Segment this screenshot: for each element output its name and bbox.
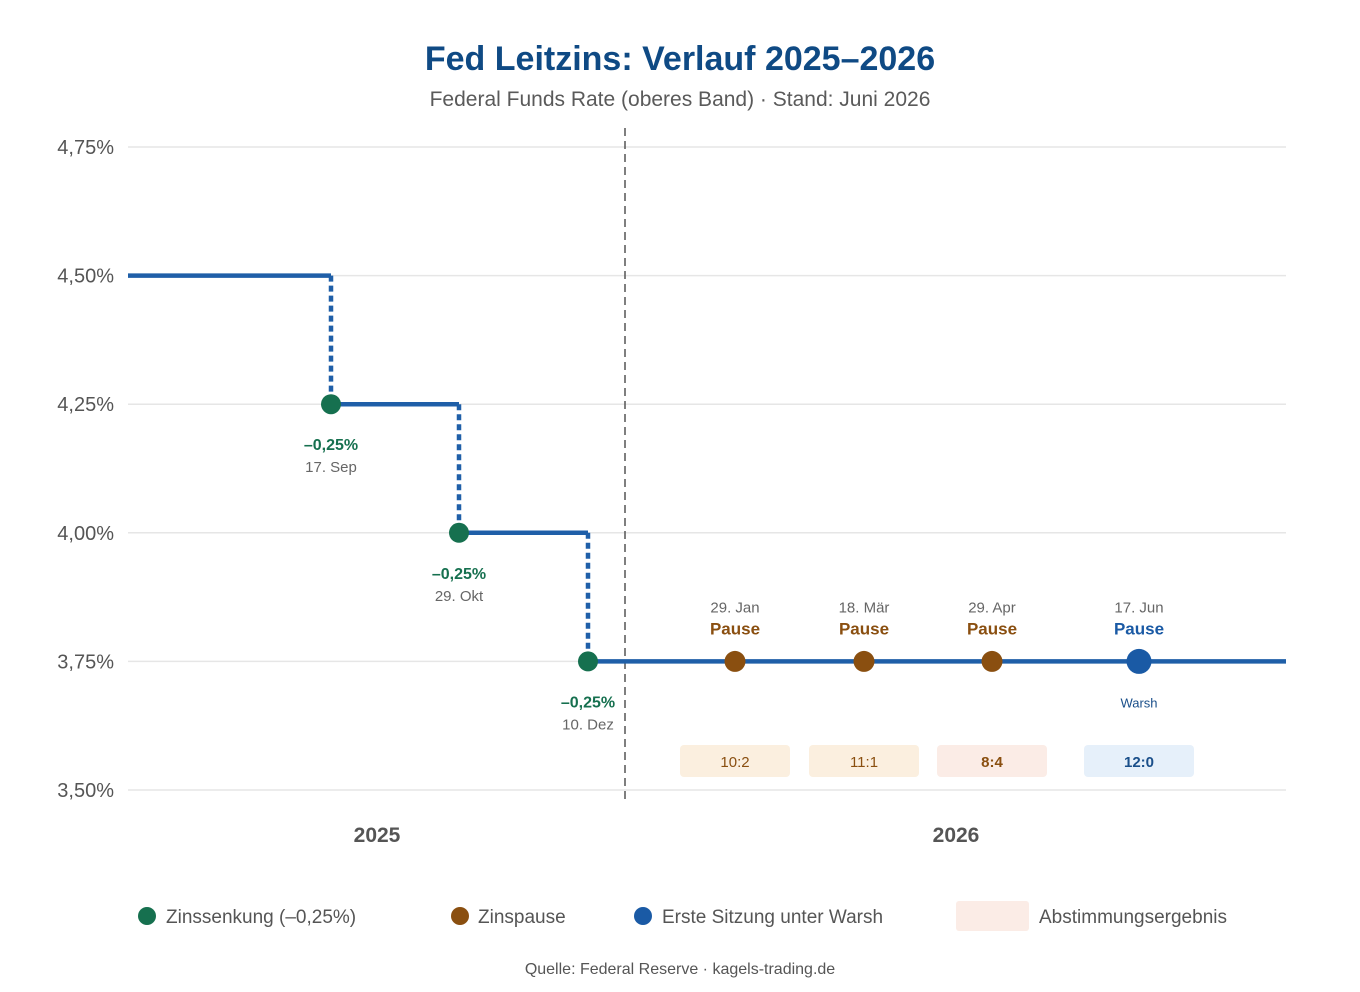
vote-result-label: 8:4 bbox=[981, 754, 1003, 771]
pause-status-label: Pause bbox=[967, 619, 1017, 638]
rate-line bbox=[128, 273, 1286, 664]
vote-box bbox=[1084, 745, 1194, 777]
cut-change-label: –0,25% bbox=[561, 694, 615, 711]
legend: Zinssenkung (–0,25%) Zinspause Erste Sitzu… bbox=[138, 901, 1227, 931]
warsh-marker bbox=[1126, 648, 1152, 674]
cut-marker bbox=[449, 522, 469, 543]
legend-label: Zinssenkung (–0,25%) bbox=[166, 907, 356, 928]
legend-label: Erste Sitzung unter Warsh bbox=[662, 907, 883, 928]
legend-label: Zinspause bbox=[478, 907, 566, 928]
vote-result-label: 11:1 bbox=[850, 754, 878, 771]
grid-layer bbox=[128, 146, 1286, 791]
meeting-date-label: 29. Jan bbox=[710, 599, 759, 616]
warsh-note-label: Warsh bbox=[1120, 695, 1157, 710]
vote-box bbox=[680, 745, 790, 777]
cut-date-label: 10. Dez bbox=[562, 716, 614, 733]
meeting-date-label: 29. Apr bbox=[968, 599, 1016, 616]
pause-status-label: Pause bbox=[839, 619, 889, 638]
vote-boxes: 10:2 11:1 8:4 12:0 bbox=[680, 745, 1194, 777]
year-label-2026: 2026 bbox=[933, 824, 980, 847]
legend-vote-swatch bbox=[956, 901, 1029, 931]
legend-warsh-swatch bbox=[634, 907, 652, 925]
cut-marker bbox=[321, 394, 341, 415]
pause-marker bbox=[853, 650, 875, 672]
cut-change-label: –0,25% bbox=[304, 437, 358, 454]
event-labels: –0,25% 17. Sep –0,25% 29. Okt –0,25% 10. Dez 2… bbox=[304, 437, 1164, 733]
source-note: Quelle: Federal Reserve · kagels-trading… bbox=[525, 961, 835, 978]
vote-box bbox=[809, 745, 919, 777]
pause-marker bbox=[724, 650, 746, 672]
vote-box bbox=[937, 745, 1047, 777]
cut-date-label: 29. Okt bbox=[435, 588, 484, 605]
legend-label: Abstimmungsergebnis bbox=[1039, 907, 1227, 928]
meeting-date-label: 18. Mär bbox=[839, 599, 890, 616]
cut-change-label: –0,25% bbox=[432, 566, 486, 583]
y-tick-label: 4,50% bbox=[57, 266, 114, 288]
cut-marker bbox=[578, 651, 598, 672]
pause-status-label: Pause bbox=[1114, 619, 1164, 638]
year-label-2025: 2025 bbox=[354, 824, 401, 847]
event-markers bbox=[321, 394, 1152, 674]
y-tick-label: 4,75% bbox=[57, 137, 114, 159]
pause-status-label: Pause bbox=[710, 619, 760, 638]
y-tick-label: 3,50% bbox=[57, 780, 114, 802]
y-tick-label: 4,00% bbox=[57, 523, 114, 545]
vote-result-label: 10:2 bbox=[720, 754, 749, 771]
legend-pause-swatch bbox=[451, 907, 469, 925]
y-tick-label: 4,25% bbox=[57, 394, 114, 416]
cut-date-label: 17. Sep bbox=[305, 459, 357, 476]
legend-cut-swatch bbox=[138, 907, 156, 925]
meeting-date-label: 17. Jun bbox=[1114, 599, 1163, 616]
vote-result-label: 12:0 bbox=[1124, 754, 1154, 771]
y-tick-label: 3,75% bbox=[57, 651, 114, 673]
chart-subtitle: Federal Funds Rate (oberes Band) · Stand… bbox=[430, 88, 931, 111]
pause-marker bbox=[981, 650, 1003, 672]
chart-title: Fed Leitzins: Verlauf 2025–2026 bbox=[425, 40, 935, 78]
y-axis-ticks: 4,75% 4,50% 4,25% 4,00% 3,75% 3,50% bbox=[57, 137, 114, 802]
